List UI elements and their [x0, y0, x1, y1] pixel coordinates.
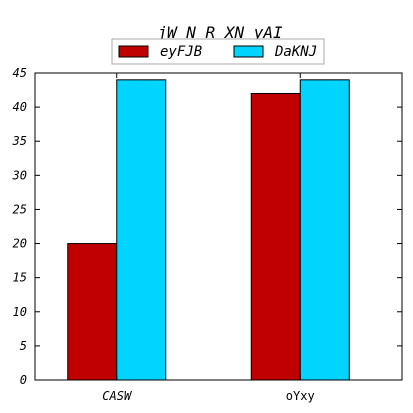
legend-label-daknj: DaKNJ	[274, 44, 317, 60]
bar-daknj-casw	[116, 79, 167, 381]
plot-frame	[34, 72, 403, 381]
y-axis: 0 5 10 15 20 25 30 35 40 45	[12, 66, 402, 387]
x-axis: CASW oYxy	[102, 73, 315, 403]
bar-eyfjb-casw	[67, 243, 118, 381]
chart-title: jW N R XN yAI	[157, 23, 283, 42]
y-tick-label: 15	[13, 271, 27, 285]
y-tick-label: 30	[12, 168, 27, 182]
y-tick-label: 10	[13, 305, 27, 319]
bars-group	[67, 79, 350, 381]
y-tick-label: 5	[20, 339, 27, 353]
y-tick-label: 20	[13, 237, 27, 251]
y-tick-label: 45	[13, 66, 27, 80]
legend-label-eyfjb: eyFJB	[160, 44, 202, 60]
y-tick-label: 0	[20, 373, 27, 387]
legend-swatch-eyfjb	[118, 45, 149, 58]
y-tick-label: 35	[12, 134, 27, 148]
legend-swatch-daknj	[233, 45, 264, 58]
y-tick-label: 25	[13, 202, 27, 216]
x-tick-label: CASW	[102, 389, 133, 403]
bar-daknj-oyxy	[299, 79, 350, 381]
bar-eyfjb-oyxy	[250, 92, 301, 381]
legend: eyFJB DaKNJ	[111, 38, 325, 65]
y-tick-label: 40	[13, 100, 27, 114]
x-tick-label: oYxy	[286, 389, 315, 403]
